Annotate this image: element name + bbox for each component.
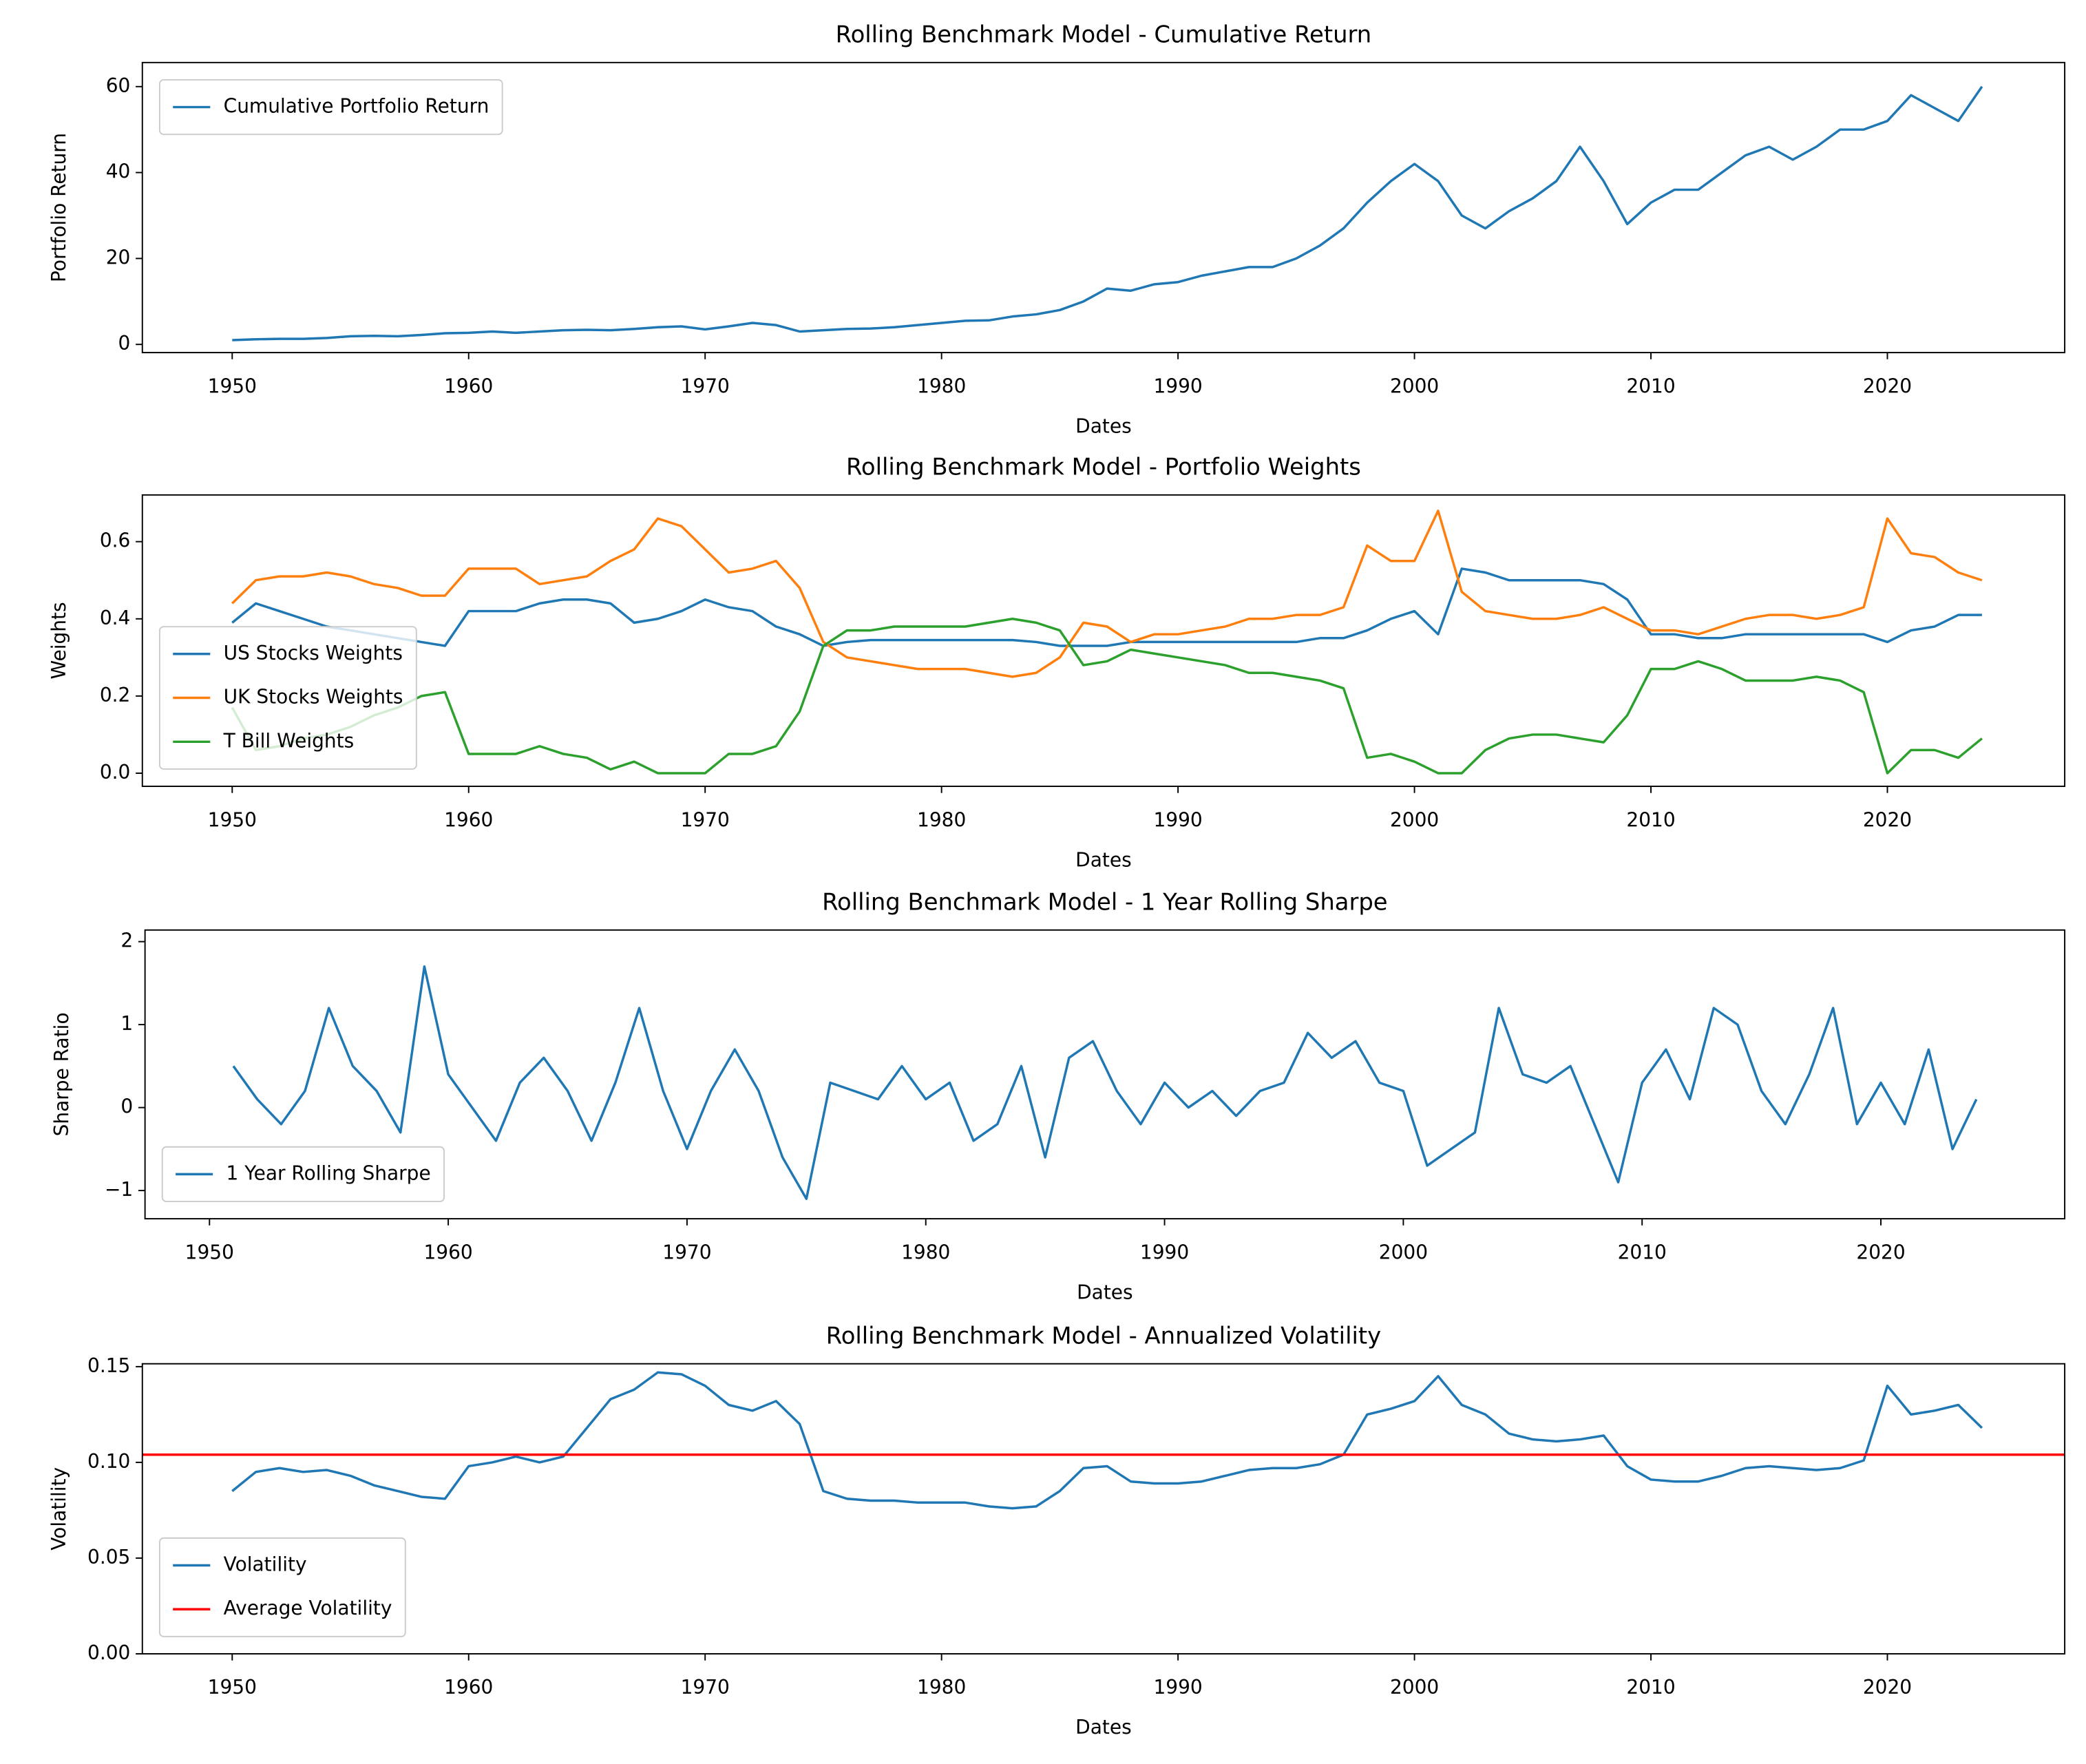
legend: Volatility Average Volatility (158, 1537, 406, 1637)
legend-label: Volatility (224, 1553, 307, 1575)
x-axis-label: Dates (1075, 1716, 1132, 1739)
x-tick-label: 1970 (662, 1241, 711, 1263)
y-tick-label: 0.05 (87, 1546, 130, 1568)
legend-box (158, 1537, 406, 1637)
legend-box (158, 626, 417, 770)
y-tick-label: 2 (120, 930, 133, 952)
x-tick-label: 2000 (1379, 1241, 1428, 1263)
y-tick-label: 0.2 (100, 684, 131, 706)
y-tick-label: −1 (105, 1178, 133, 1201)
x-tick-label: 1980 (901, 1241, 950, 1263)
legend-label: T Bill Weights (223, 729, 355, 752)
x-axis-label: Dates (1075, 414, 1132, 437)
x-tick-label: 1990 (1153, 808, 1202, 831)
plot-area (232, 85, 1983, 342)
y-tick-label: 0 (118, 332, 131, 355)
y-tick-label: 60 (106, 74, 131, 97)
axes-frame (141, 61, 2066, 354)
x-axis-label: Dates (1075, 848, 1132, 871)
subplot: Rolling Benchmark Model - Annualized Vol… (48, 1323, 2066, 1739)
y-axis-label: Volatility (48, 1467, 70, 1551)
x-tick-label: 1980 (917, 375, 966, 397)
x-tick-label: 2000 (1390, 375, 1439, 397)
series-line (232, 965, 1978, 1200)
plot-area (142, 1371, 2065, 1510)
chart-title: Rolling Benchmark Model - Cumulative Ret… (836, 21, 1372, 48)
x-tick-label: 1950 (185, 1241, 234, 1263)
x-tick-label: 2020 (1863, 808, 1912, 831)
x-tick-label: 1980 (917, 1676, 966, 1699)
subplot: Rolling Benchmark Model - Cumulative Ret… (48, 21, 2066, 437)
x-tick-label: 1980 (917, 808, 966, 831)
legend-label: Average Volatility (224, 1597, 392, 1619)
x-tick-label: 1970 (681, 1676, 730, 1699)
legend-label: Cumulative Portfolio Return (224, 95, 489, 118)
x-tick-label: 1950 (208, 375, 257, 397)
y-tick-label: 1 (120, 1012, 133, 1035)
x-tick-label: 2000 (1390, 1676, 1439, 1699)
y-axis-label: Portfolio Return (48, 133, 70, 282)
legend: US Stocks Weights UK Stocks Weights T Bill… (158, 626, 417, 770)
series-line (231, 510, 1983, 678)
x-tick-label: 1960 (444, 808, 493, 831)
y-tick-label: 0.4 (100, 607, 131, 629)
x-tick-label: 1990 (1153, 1676, 1202, 1699)
y-tick-label: 0.6 (100, 529, 131, 552)
x-tick-label: 2010 (1626, 375, 1675, 397)
x-tick-label: 1950 (208, 1676, 257, 1699)
x-tick-label: 2020 (1863, 375, 1912, 397)
legend-label: US Stocks Weights (224, 642, 403, 664)
plot-area (232, 965, 1978, 1200)
legend-label: 1 Year Rolling Sharpe (226, 1162, 431, 1184)
series-line (232, 85, 1983, 342)
x-tick-label: 1990 (1140, 1241, 1189, 1263)
x-tick-label: 1960 (444, 375, 493, 397)
chart-title: Rolling Benchmark Model - 1 Year Rolling… (822, 889, 1388, 916)
legend: 1 Year Rolling Sharpe (161, 1146, 445, 1202)
x-tick-label: 1990 (1153, 375, 1202, 397)
y-tick-label: 0.00 (87, 1641, 130, 1664)
x-tick-label: 1960 (444, 1676, 493, 1699)
axes-frame (144, 929, 2066, 1220)
y-tick-label: 40 (106, 160, 131, 183)
y-tick-label: 0.10 (87, 1450, 130, 1473)
y-tick-label: 0.0 (100, 761, 131, 784)
x-tick-label: 1960 (423, 1241, 472, 1263)
y-axis-label: Weights (48, 602, 70, 679)
y-tick-label: 0.15 (87, 1354, 130, 1377)
legend-label: UK Stocks Weights (224, 686, 403, 708)
x-tick-label: 2010 (1618, 1241, 1667, 1263)
chart-title: Rolling Benchmark Model - Annualized Vol… (826, 1323, 1381, 1350)
legend-box (161, 1146, 445, 1202)
x-tick-label: 1970 (681, 808, 730, 831)
axes-frame (141, 1363, 2066, 1655)
x-tick-label: 1950 (208, 808, 257, 831)
x-tick-label: 2000 (1390, 808, 1439, 831)
figure-content: Rolling Benchmark Model - Cumulative Ret… (48, 21, 2066, 1739)
subplot: Rolling Benchmark Model - 1 Year Rolling… (50, 889, 2066, 1303)
y-tick-label: 20 (106, 246, 131, 269)
x-tick-label: 1970 (681, 375, 730, 397)
x-tick-label: 2020 (1856, 1241, 1905, 1263)
series-line (231, 1371, 1983, 1510)
legend-box (158, 78, 503, 136)
x-tick-label: 2010 (1626, 1676, 1675, 1699)
series-line (231, 618, 1983, 775)
legend: Cumulative Portfolio Return (158, 78, 503, 136)
plot-area (231, 510, 1983, 775)
x-tick-label: 2010 (1626, 808, 1675, 831)
y-tick-label: 0 (120, 1095, 133, 1118)
x-tick-label: 2020 (1863, 1676, 1912, 1699)
chart-title: Rolling Benchmark Model - Portfolio Weig… (846, 454, 1361, 481)
subplot: Rolling Benchmark Model - Portfolio Weig… (48, 454, 2066, 871)
x-axis-label: Dates (1077, 1281, 1133, 1303)
y-axis-label: Sharpe Ratio (50, 1012, 73, 1136)
series-line (231, 567, 1982, 647)
axes-frame (141, 494, 2066, 788)
